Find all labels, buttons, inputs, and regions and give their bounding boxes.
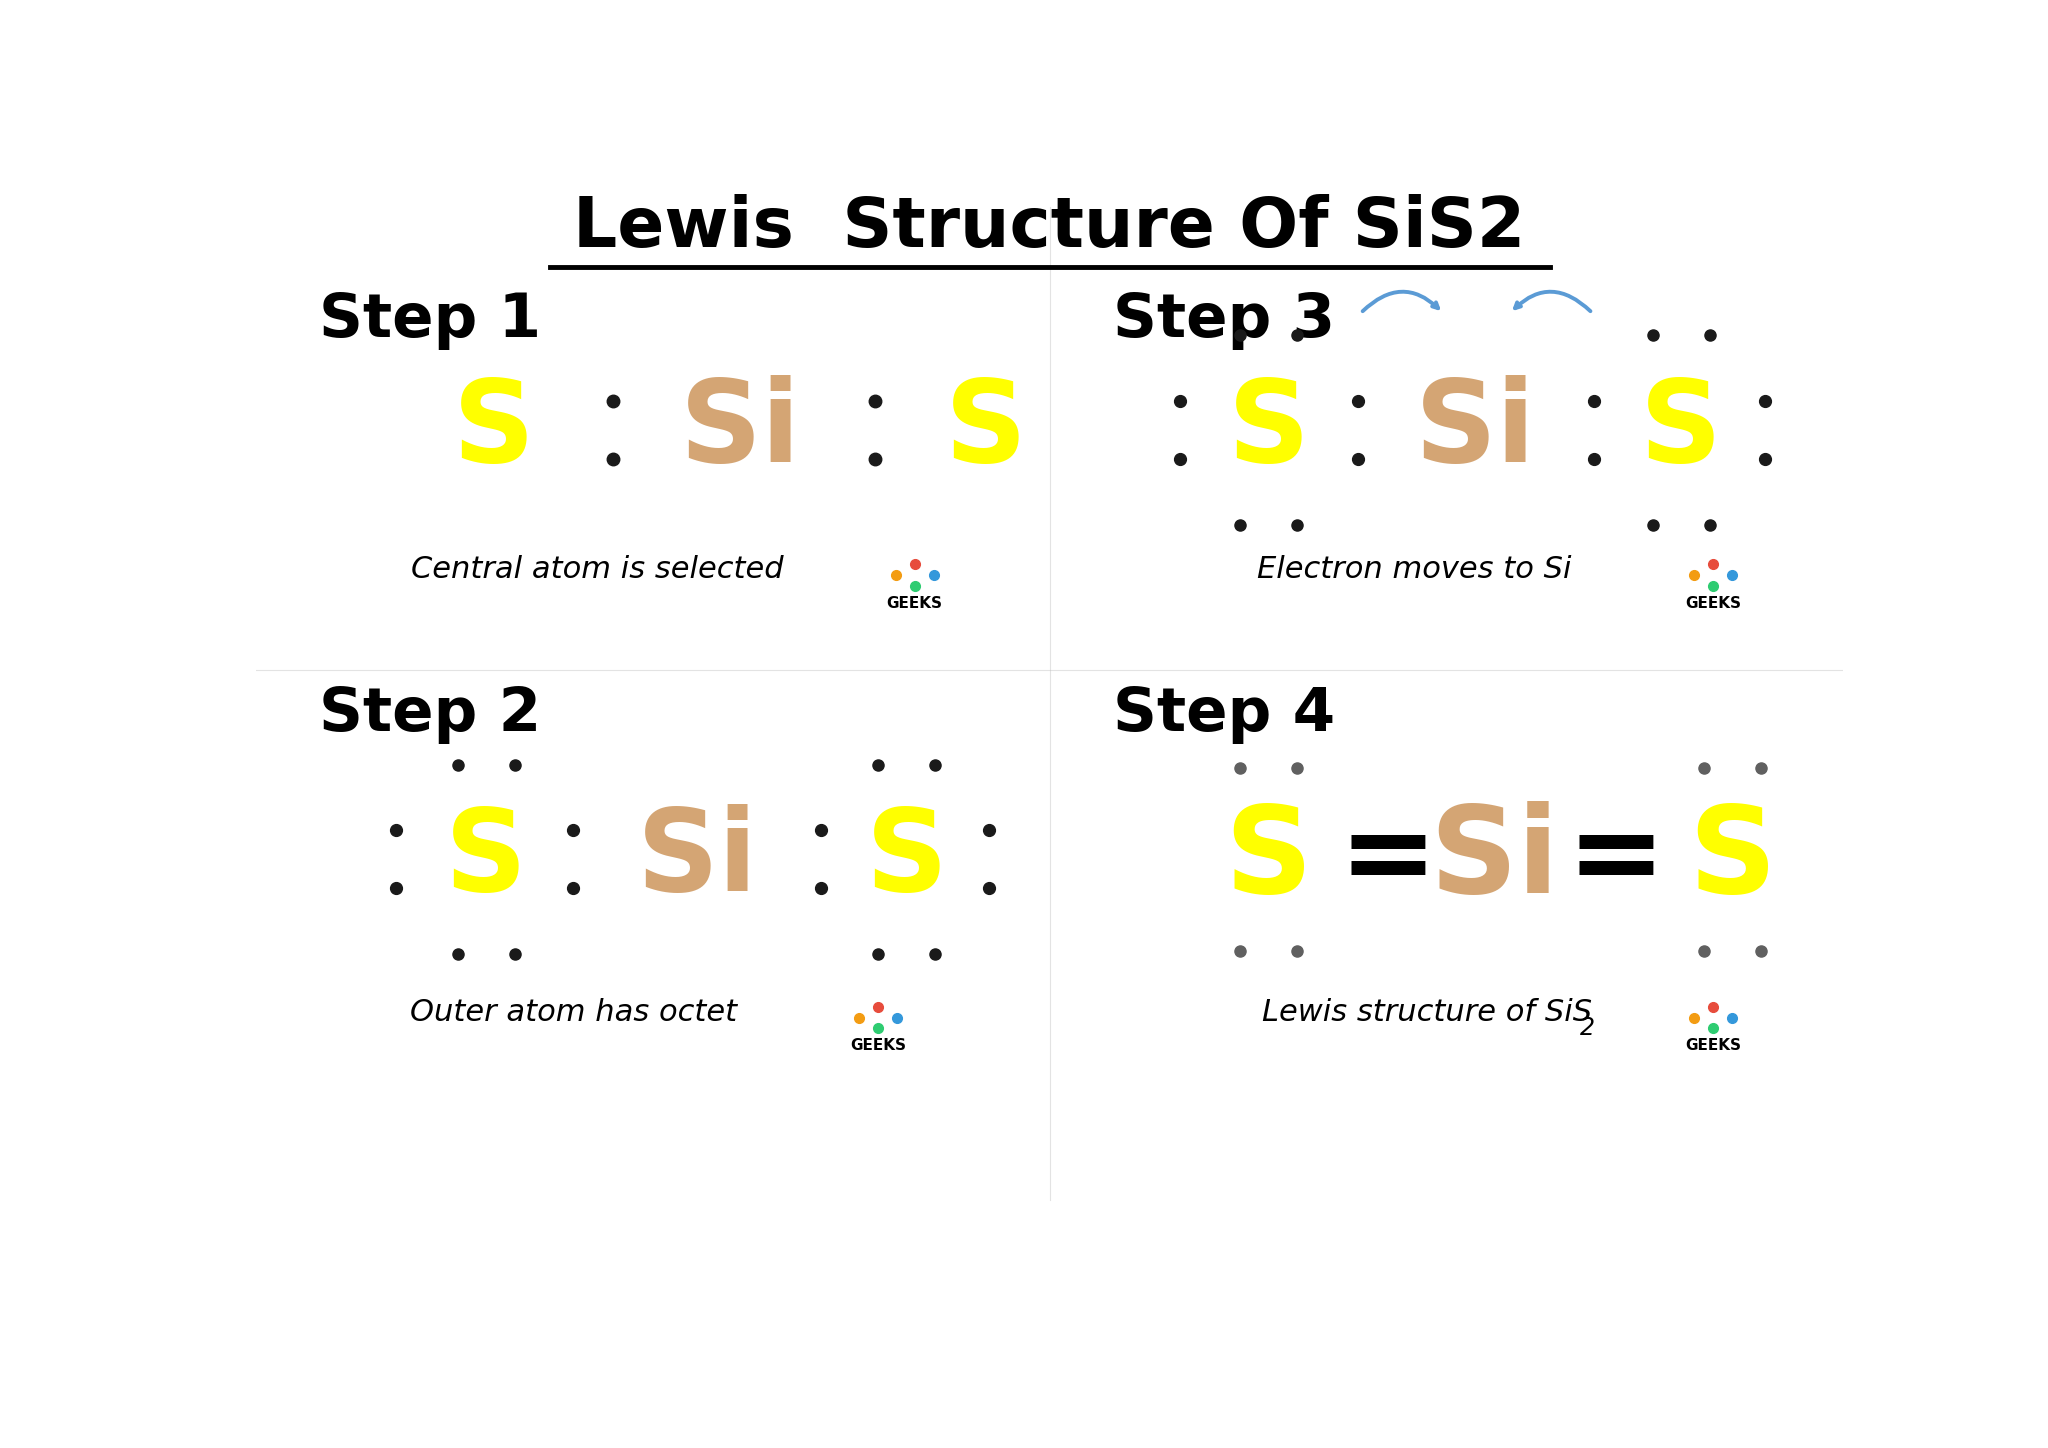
Text: Outer atom has octet: Outer atom has octet <box>410 998 737 1027</box>
Text: S: S <box>1688 801 1776 918</box>
Text: GEEKS: GEEKS <box>1686 1038 1741 1053</box>
Text: Step 2: Step 2 <box>319 685 543 744</box>
Text: 2: 2 <box>1579 1016 1595 1040</box>
Text: Step 3: Step 3 <box>1114 291 1335 350</box>
Text: S: S <box>1225 801 1313 918</box>
Text: S: S <box>944 375 1028 485</box>
Text: Step 4: Step 4 <box>1114 685 1335 744</box>
Text: Lewis structure of SiS: Lewis structure of SiS <box>1262 998 1593 1027</box>
Text: S: S <box>866 804 948 915</box>
Text: Si: Si <box>1430 801 1559 918</box>
Text: GEEKS: GEEKS <box>887 595 942 611</box>
Text: S: S <box>1640 375 1722 485</box>
Text: Si: Si <box>637 804 758 915</box>
Text: Si: Si <box>1415 375 1536 485</box>
Text: GEEKS: GEEKS <box>850 1038 905 1053</box>
Text: S: S <box>453 375 535 485</box>
Text: S: S <box>444 804 526 915</box>
Text: S: S <box>1227 375 1309 485</box>
Text: Step 1: Step 1 <box>319 291 541 350</box>
Text: Si: Si <box>680 375 801 485</box>
Text: Central atom is selected: Central atom is selected <box>412 555 784 584</box>
Text: GEEKS: GEEKS <box>1686 595 1741 611</box>
Text: Electron moves to Si: Electron moves to Si <box>1257 555 1573 584</box>
Text: =: = <box>1567 802 1665 917</box>
Text: =: = <box>1337 802 1438 917</box>
Text: Lewis  Structure Of SiS2: Lewis Structure Of SiS2 <box>573 194 1526 261</box>
